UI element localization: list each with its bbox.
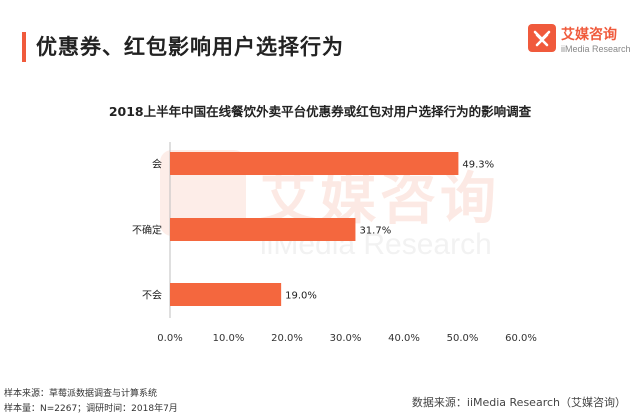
data-label-1: 31.7% xyxy=(359,226,391,237)
x-tick-label-4: 40.0% xyxy=(388,333,420,344)
x-tick-label-2: 20.0% xyxy=(271,333,303,344)
logo-name: 艾媒咨询 xyxy=(561,27,617,43)
footer-credit: 数据来源：iiMedia Research（艾媒咨询） xyxy=(411,396,626,409)
data-label-2: 19.0% xyxy=(285,291,317,302)
x-tick-label-6: 60.0% xyxy=(505,333,537,344)
bar-0 xyxy=(170,152,459,175)
category-label-0: 会 xyxy=(152,158,162,171)
page-title: 优惠券、红包影响用户选择行为 xyxy=(36,35,344,59)
footer-source: 样本来源：草莓派数据调查与计算系统 xyxy=(4,389,158,399)
x-tick-label-1: 10.0% xyxy=(213,333,245,344)
bar-1 xyxy=(170,218,356,241)
ai-media-logo-icon xyxy=(528,24,556,52)
x-tick-label-3: 30.0% xyxy=(330,333,362,344)
brand-logo: 艾媒咨询 iiMedia Research xyxy=(528,22,638,62)
category-label-2: 不会 xyxy=(142,289,162,302)
chart-title: 2018上半年中国在线餐饮外卖平台优惠券或红包对用户选择行为的影响调查 xyxy=(108,104,532,119)
category-label-1: 不确定 xyxy=(132,224,162,237)
data-label-0: 49.3% xyxy=(462,160,494,171)
footer-sample: 样本量：N=2267；调研时间：2018年7月 xyxy=(4,404,178,414)
x-tick-label-0: 0.0% xyxy=(157,333,182,344)
x-tick-label-5: 50.0% xyxy=(447,333,479,344)
logo-subtitle: iiMedia Research xyxy=(561,44,631,54)
title-accent-bar xyxy=(22,32,26,62)
bar-2 xyxy=(170,283,282,306)
